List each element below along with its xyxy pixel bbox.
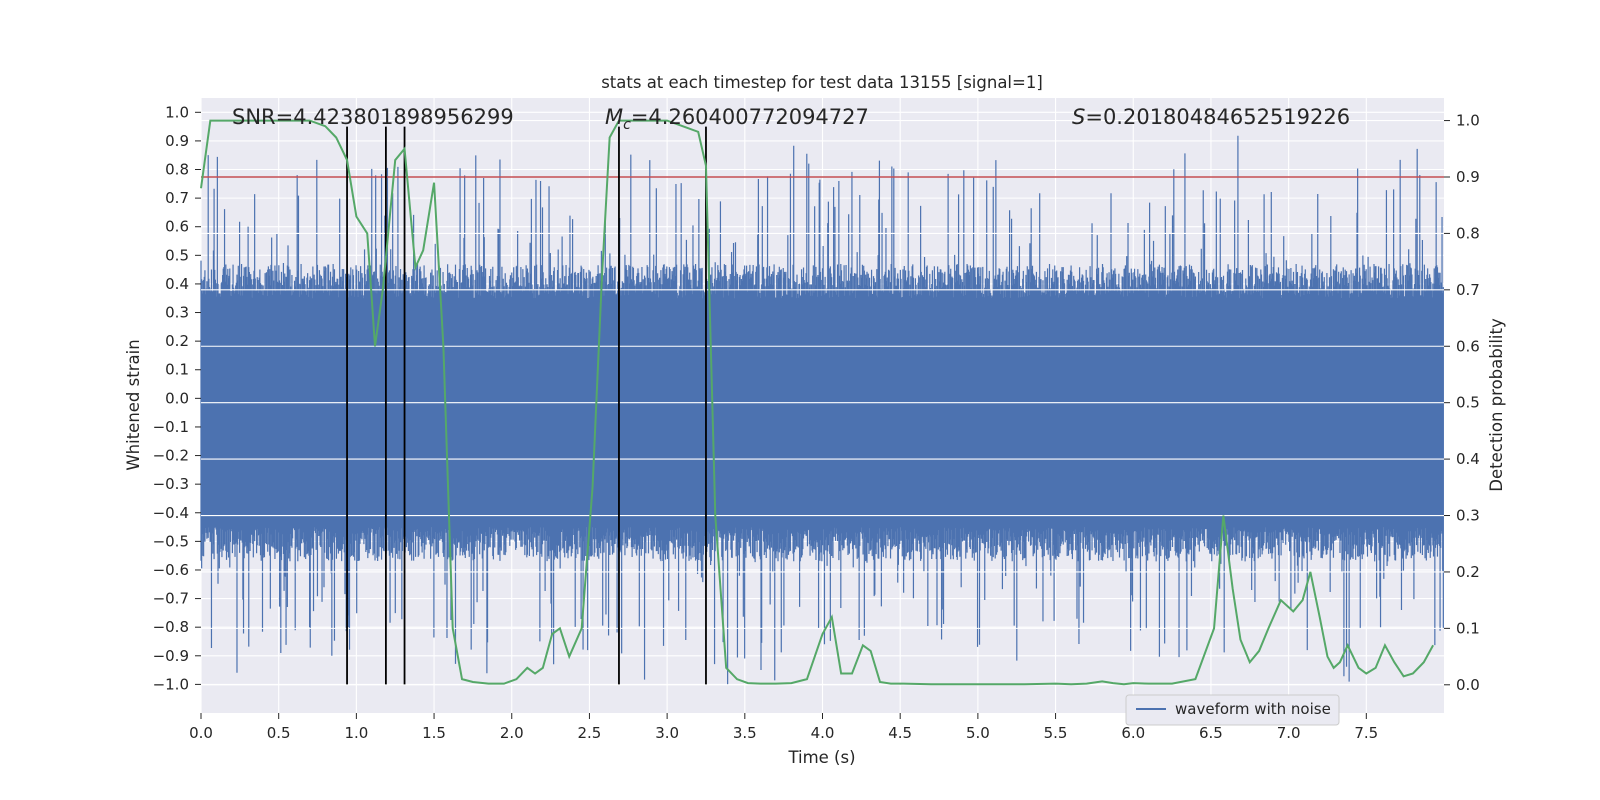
x-tick-label: 3.5	[733, 724, 757, 742]
legend-box	[1125, 694, 1340, 726]
x-tick-label: 1.5	[422, 724, 446, 742]
y-tick-label: −0.7	[153, 590, 189, 608]
y-tick-label: 0.9	[165, 132, 189, 150]
x-tick-label: 0.5	[267, 724, 291, 742]
y-tick-label: 0.3	[165, 304, 189, 322]
y-right-tick-label: 0.6	[1456, 337, 1480, 355]
threshold-line	[201, 120, 1444, 686]
y-tick-label: −0.8	[153, 618, 189, 636]
y-right-tick-label: 0.1	[1456, 619, 1480, 637]
legend-label: waveform with noise	[1175, 700, 1331, 718]
y-tick-label: −0.9	[153, 647, 189, 665]
y-tick-label: 0.6	[165, 218, 189, 236]
vertical-markers	[346, 126, 707, 685]
y-right-tick-label: 0.7	[1456, 281, 1480, 299]
mc-symbol: M	[605, 105, 623, 129]
x-tick-label: 0.0	[189, 724, 213, 742]
y-tick-label: 0.5	[165, 246, 189, 264]
y-right-tick-label: 0.4	[1456, 450, 1480, 468]
waveform-trace	[200, 135, 1444, 685]
y-tick-label: −0.1	[153, 418, 189, 436]
x-tick-label: 7.0	[1277, 724, 1301, 742]
legend: waveform with noise	[1125, 694, 1340, 726]
chart-title: stats at each timestep for test data 131…	[601, 73, 1043, 92]
y-tick-label: 1.0	[165, 103, 189, 121]
s-value: =0.20180484652519226	[1085, 105, 1350, 129]
x-axis: 0.0 0.5 1.0 1.5 2.0 2.5 3.0 3.5 4.0 4.5 5.0 5.5 6.0 6…	[189, 713, 1378, 742]
y-axis-left: 1.0 0.9 0.8 0.7 0.6 0.5 0.4 0.3 0.2 0.1 0.0 −0.1 −0.…	[153, 103, 201, 693]
y-right-tick-label: 0.5	[1456, 394, 1480, 412]
s-annotation: S=0.20180484652519226	[1072, 105, 1350, 129]
y-axis-label: Whitened strain	[124, 339, 143, 470]
y-right-tick-label: 0.8	[1456, 224, 1480, 242]
y-right-tick-label: 1.0	[1456, 112, 1480, 130]
x-tick-label: 3.0	[655, 724, 679, 742]
y-tick-label: 0.1	[165, 361, 189, 379]
x-tick-label: 4.5	[888, 724, 912, 742]
y-tick-label: −1.0	[153, 675, 189, 693]
chirp-mass-annotation: Mc=4.260400772094727	[605, 105, 869, 133]
y-tick-label: 0.8	[165, 161, 189, 179]
y-tick-label: −0.5	[153, 532, 189, 550]
y-tick-label: 0.0	[165, 389, 189, 407]
probability-series	[200, 119, 1434, 686]
y-right-tick-label: 0.3	[1456, 507, 1480, 525]
x-axis-label: Time (s)	[787, 748, 855, 767]
y-right-tick-label: 0.9	[1456, 168, 1480, 186]
y-tick-label: 0.2	[165, 332, 189, 350]
x-tick-label: 4.0	[811, 724, 835, 742]
probability-line	[200, 119, 1434, 686]
y-tick-label: −0.2	[153, 447, 189, 465]
y-tick-label: 0.4	[165, 275, 189, 293]
y-tick-label: −0.6	[153, 561, 189, 579]
mc-subscript: c	[623, 117, 631, 133]
x-tick-label: 7.5	[1354, 724, 1378, 742]
y-tick-label: 0.7	[165, 189, 189, 207]
y-right-tick-label: 0.0	[1456, 676, 1480, 694]
y-axis-right: 1.0 0.9 0.8 0.7 0.6 0.5 0.4 0.3 0.2 0.1 0.0	[1444, 112, 1480, 694]
x-tick-label: 5.5	[1044, 724, 1068, 742]
x-tick-label: 5.0	[966, 724, 990, 742]
waveform-series	[200, 135, 1444, 685]
y-tick-label: −0.3	[153, 475, 189, 493]
x-tick-label: 2.0	[500, 724, 524, 742]
y-tick-label: −0.4	[153, 504, 189, 522]
x-tick-label: 2.5	[578, 724, 602, 742]
mc-value: =4.260400772094727	[631, 105, 869, 129]
snr-annotation: SNR=4.423801898956299	[232, 105, 514, 129]
x-tick-label: 1.0	[344, 724, 368, 742]
s-symbol: S	[1072, 105, 1085, 129]
y-axis-label-right: Detection probability	[1487, 318, 1506, 492]
x-tick-label: 6.5	[1199, 724, 1223, 742]
y-right-tick-label: 0.2	[1456, 563, 1480, 581]
x-tick-label: 6.0	[1121, 724, 1145, 742]
